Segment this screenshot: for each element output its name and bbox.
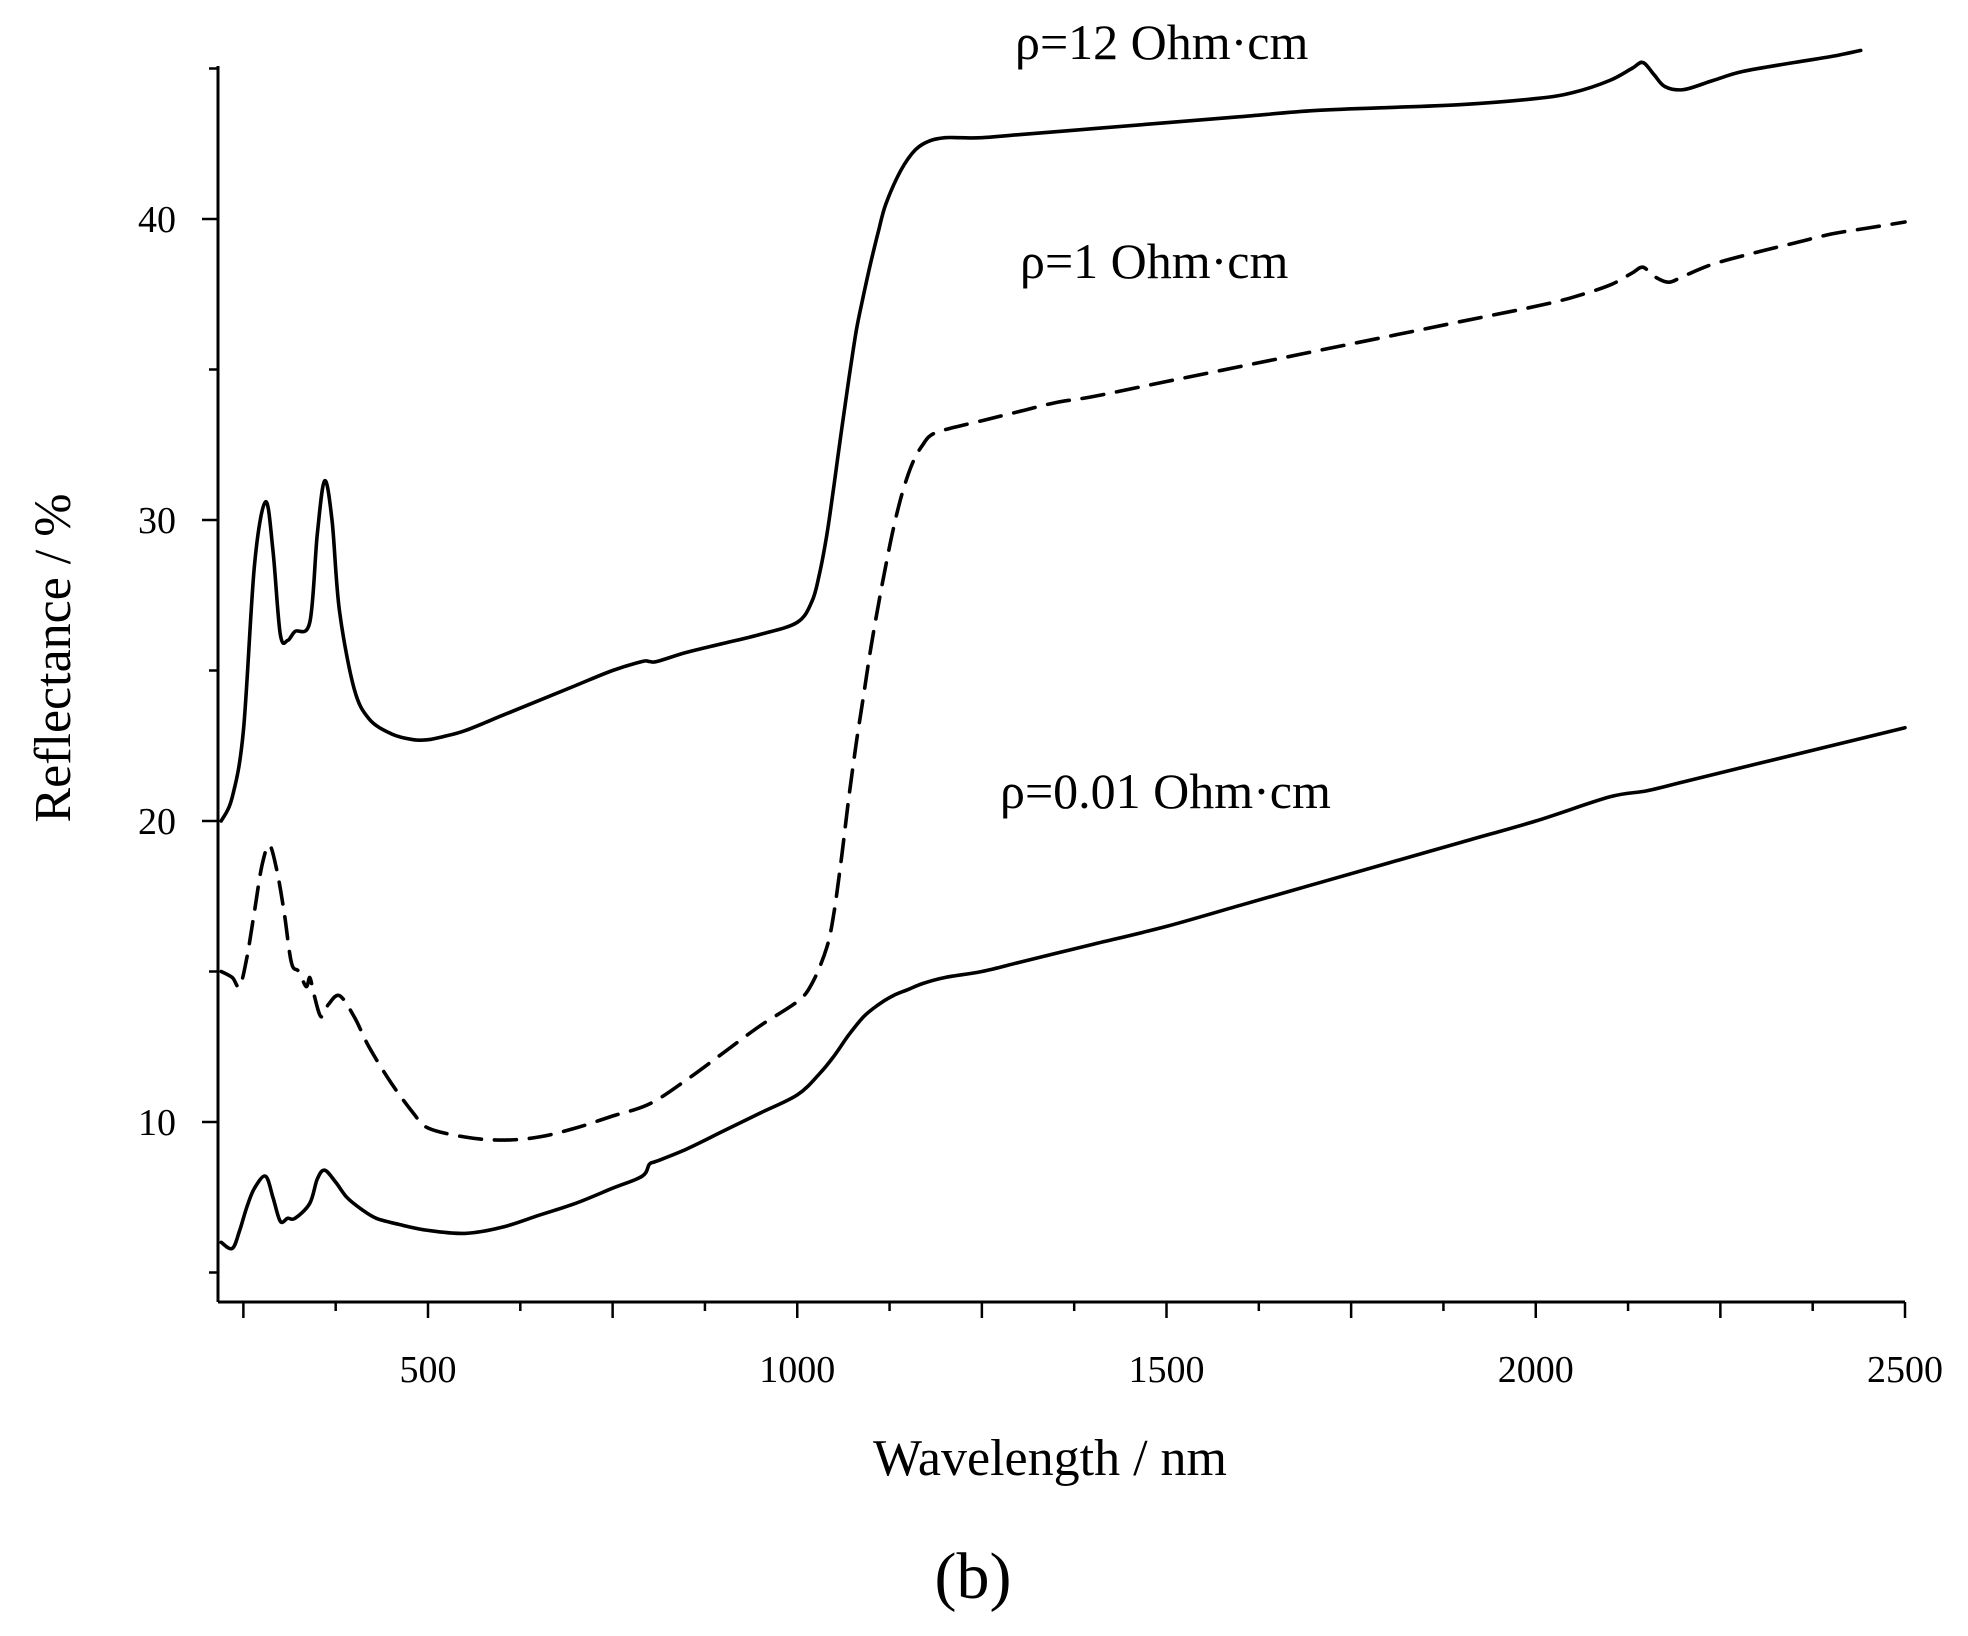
series-line-rho-1	[219, 220, 1907, 1142]
x-ticks: 500 1000 1500 2000 2500	[242, 1302, 1943, 1391]
y-ticks: 10 20 30 40	[138, 67, 218, 1274]
series-label-rho-0.01: ρ=0.01 Ohm·cm	[1000, 763, 1331, 819]
figure-caption: (b)	[935, 1540, 1012, 1613]
series-line-rho-0.01	[219, 725, 1907, 1251]
x-tick-label: 500	[400, 1349, 457, 1391]
x-axis-title: Wavelength / nm	[873, 1430, 1227, 1487]
x-tick-label: 2000	[1498, 1349, 1574, 1391]
x-tick-label: 1000	[759, 1349, 835, 1391]
series-label-rho-1: ρ=1 Ohm·cm	[1020, 233, 1288, 289]
y-tick-label: 20	[138, 801, 176, 843]
x-tick-label: 1500	[1129, 1349, 1205, 1391]
axes	[216, 66, 1905, 1304]
y-tick-label: 30	[138, 500, 176, 542]
y-tick-label: 40	[138, 199, 176, 241]
series-line-rho-12	[219, 48, 1863, 823]
x-tick-label: 2500	[1867, 1349, 1943, 1391]
series-layer	[219, 48, 1907, 1251]
y-tick-label: 10	[138, 1102, 176, 1144]
y-axis-title: Reflectance / %	[25, 493, 82, 822]
series-label-rho-12: ρ=12 Ohm·cm	[1015, 14, 1308, 70]
